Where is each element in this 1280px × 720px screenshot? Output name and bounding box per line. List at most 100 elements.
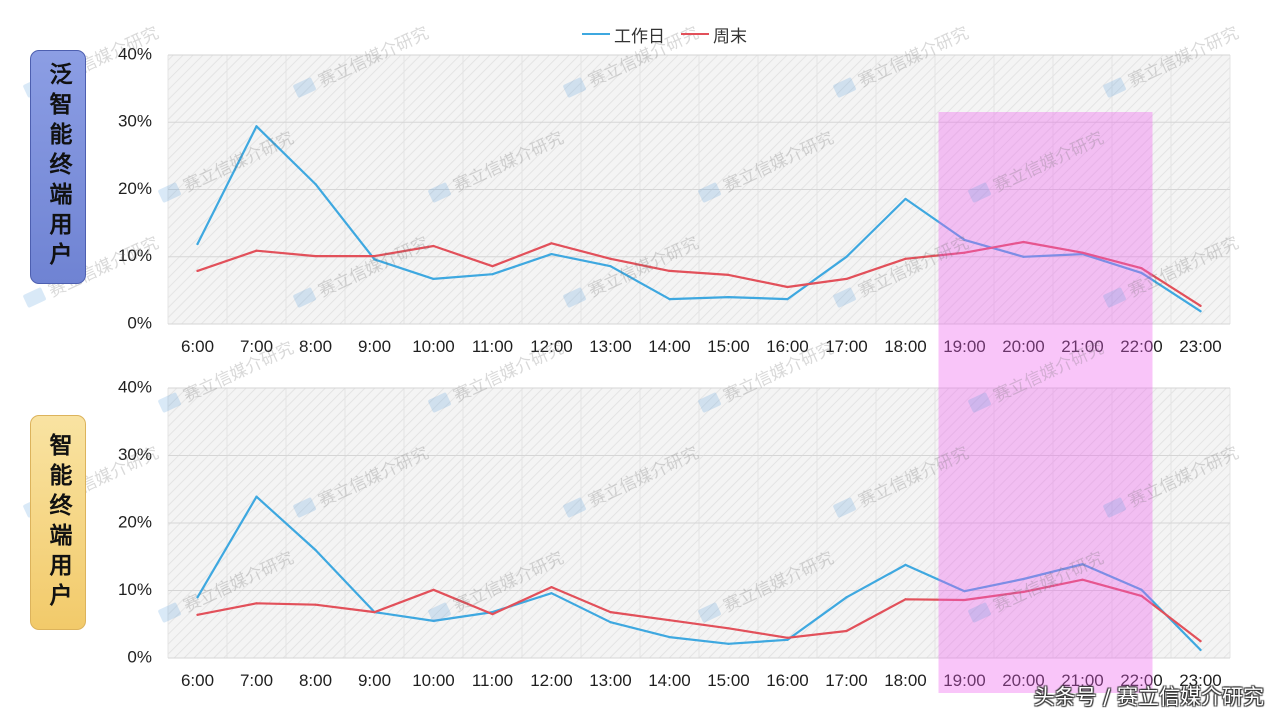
x-tick-label: 14:00 — [648, 337, 691, 356]
y-tick-label: 30% — [118, 445, 152, 464]
x-tick-label: 7:00 — [240, 671, 273, 690]
workday-data-point — [1140, 271, 1143, 274]
workday-data-point — [727, 296, 730, 299]
source-watermark: 头条号 / 赛立信媒介研究 — [1033, 685, 1264, 709]
workday-data-point — [786, 298, 789, 301]
legend-label-workday: 工作日 — [614, 26, 665, 47]
x-tick-label: 15:00 — [707, 337, 750, 356]
weekend-data-point — [786, 285, 789, 289]
weekend-data-point — [1022, 590, 1025, 593]
x-tick-label: 8:00 — [299, 337, 332, 356]
workday-data-point — [550, 252, 553, 256]
x-tick-label: 19:00 — [943, 671, 986, 690]
x-tick-label: 20:00 — [1002, 671, 1045, 690]
weekend-data-point — [963, 598, 966, 602]
x-tick-label: 20:00 — [1002, 337, 1045, 356]
weekend-data-point — [727, 627, 730, 630]
weekend-data-point — [314, 254, 317, 258]
x-tick-label: 18:00 — [884, 337, 927, 356]
x-tick-label: 22:00 — [1120, 337, 1163, 356]
workday-data-point — [196, 242, 199, 246]
x-tick-label: 21:00 — [1061, 337, 1104, 356]
weekend-data-point — [432, 588, 435, 591]
workday-data-point — [1022, 255, 1025, 258]
weekend-data-point — [1199, 640, 1202, 643]
workday-series-line — [196, 125, 1202, 313]
y-tick-label: 10% — [118, 246, 152, 265]
workday-data-point — [963, 238, 966, 242]
x-tick-label: 19:00 — [943, 337, 986, 356]
workday-data-point — [432, 619, 435, 622]
weekend-data-point — [1081, 251, 1084, 254]
workday-data-point — [609, 265, 612, 268]
x-tick-label: 17:00 — [825, 671, 868, 690]
x-tick-label: 10:00 — [412, 337, 455, 356]
workday-data-point — [1081, 563, 1084, 566]
workday-data-point — [668, 635, 671, 639]
weekend-data-point — [255, 602, 258, 605]
y-tick-label: 40% — [118, 44, 152, 63]
workday-data-point — [1022, 577, 1025, 581]
panel-title-top: 泛智能终端用户 — [45, 62, 71, 272]
workday-data-point — [668, 298, 671, 301]
panel-label-bottom: 智能终端用户 — [30, 415, 86, 630]
y-tick-label: 40% — [118, 377, 152, 396]
legend-item-weekend: 周末 — [681, 22, 747, 47]
weekend-data-point — [904, 598, 907, 601]
weekend-series-line — [196, 240, 1202, 307]
workday-data-point — [1140, 588, 1143, 591]
weekend-data-point — [963, 251, 966, 254]
workday-data-point — [609, 621, 612, 624]
y-tick-label: 10% — [118, 580, 152, 599]
workday-series-line — [196, 495, 1202, 651]
workday-data-point — [550, 592, 553, 595]
weekend-data-point — [668, 269, 671, 272]
weekend-data-point — [373, 254, 376, 258]
workday-data-point — [432, 277, 435, 281]
x-tick-label: 11:00 — [472, 671, 513, 690]
workday-data-point — [255, 125, 258, 128]
y-tick-label: 0% — [127, 313, 152, 332]
panel-label-top: 泛智能终端用户 — [30, 50, 86, 284]
weekend-data-point — [314, 603, 317, 606]
x-tick-label: 12:00 — [530, 337, 573, 356]
y-tick-label: 0% — [127, 647, 152, 666]
chart-panel-1: 0% 10% 20% 30% 40% 6:00 7:00 8:00 9:00 10:00 11:00… — [118, 44, 1231, 356]
weekend-data-point — [609, 257, 612, 260]
y-tick-label: 30% — [118, 112, 152, 131]
weekend-data-point — [550, 586, 553, 589]
workday-data-point — [196, 596, 199, 599]
weekend-data-point — [550, 242, 553, 245]
x-tick-label: 23:00 — [1179, 671, 1222, 690]
workday-data-point — [786, 638, 789, 641]
chart-panel-2: 0% 10% 20% 30% 40% 6:00 7:00 8:00 9:00 10:00 11:00… — [118, 377, 1231, 690]
workday-data-point — [314, 548, 317, 552]
x-tick-label: 8:00 — [299, 671, 332, 690]
weekend-data-point — [1140, 594, 1143, 598]
x-tick-label: 9:00 — [358, 671, 391, 690]
x-tick-label: 11:00 — [472, 337, 513, 356]
workday-data-point — [845, 596, 848, 599]
x-tick-label: 22:00 — [1120, 671, 1163, 690]
weekend-data-point — [1140, 267, 1143, 270]
panel-title-bottom: 智能终端用户 — [45, 432, 71, 613]
weekend-series-line — [196, 578, 1202, 643]
weekend-data-point — [1022, 240, 1025, 244]
weekend-data-point — [432, 244, 435, 248]
highlight-band — [938, 112, 1153, 693]
weekend-data-point — [845, 629, 848, 633]
weekend-data-point — [786, 636, 789, 639]
legend-swatch-weekend — [681, 33, 709, 35]
x-tick-label: 6:00 — [181, 671, 214, 690]
x-tick-label: 10:00 — [412, 671, 455, 690]
y-tick-label: 20% — [118, 512, 152, 531]
x-tick-label: 14:00 — [648, 671, 691, 690]
workday-data-point — [727, 642, 730, 645]
weekend-data-point — [196, 269, 199, 272]
workday-data-point — [963, 590, 966, 593]
x-tick-label: 6:00 — [181, 337, 214, 356]
workday-data-point — [904, 197, 907, 201]
workday-data-point — [491, 273, 494, 276]
